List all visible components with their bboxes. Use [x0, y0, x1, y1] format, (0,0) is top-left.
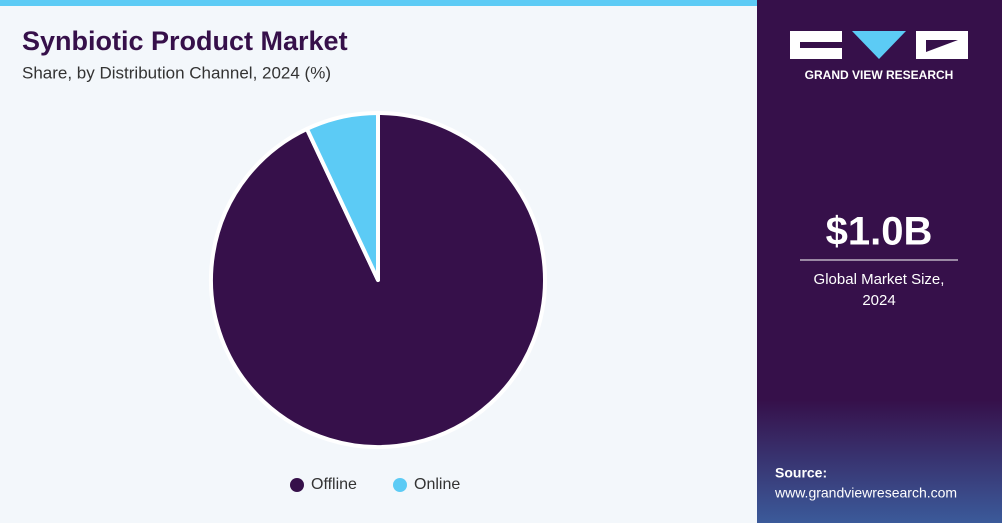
market-size-label: Global Market Size,	[814, 271, 945, 288]
legend-label: Online	[414, 476, 460, 493]
source-url: www.grandviewresearch.com	[774, 485, 957, 501]
legend-marker	[393, 478, 407, 492]
chart-subtitle: Share, by Distribution Channel, 2024 (%)	[22, 63, 331, 82]
market-size: $1.0B	[826, 210, 933, 254]
market-size-label: 2024	[862, 292, 895, 309]
source-label: Source:	[775, 465, 827, 481]
brand: GRAND VIEW RESEARCH	[805, 68, 954, 82]
pie-slice	[304, 111, 380, 282]
sidebar-texture	[757, 400, 1002, 523]
top-bar	[0, 0, 757, 6]
logo	[790, 31, 968, 59]
legend-label: Offline	[311, 476, 357, 493]
legend-marker	[290, 478, 304, 492]
chart-title: Synbiotic Product Market	[22, 26, 348, 56]
